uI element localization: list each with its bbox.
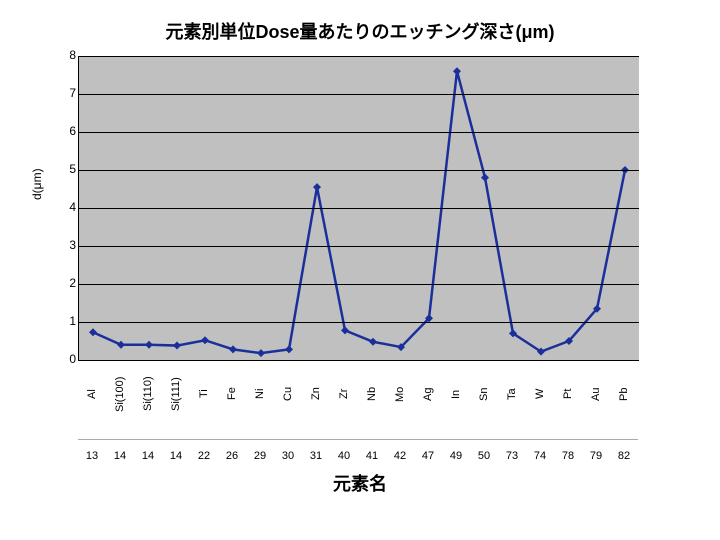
x-tick-number: 49 bbox=[442, 439, 470, 462]
x-tick-number: 22 bbox=[190, 439, 218, 462]
x-tick-number: 74 bbox=[526, 439, 554, 462]
data-marker bbox=[117, 341, 125, 349]
gridline bbox=[79, 322, 639, 323]
gridline bbox=[79, 284, 639, 285]
x-tick-number: 14 bbox=[134, 439, 162, 462]
x-category: Pt 78 bbox=[554, 364, 582, 462]
y-tick-label: 3 bbox=[36, 238, 76, 252]
x-tick-number: 14 bbox=[106, 439, 134, 462]
y-tick-label: 8 bbox=[36, 48, 76, 62]
x-tick-label: Pt bbox=[562, 364, 574, 424]
data-marker bbox=[89, 328, 97, 336]
x-tick-number: 29 bbox=[246, 439, 274, 462]
x-tick-label: Ag bbox=[422, 364, 434, 424]
x-tick-label: Si(111) bbox=[170, 364, 182, 424]
data-marker bbox=[481, 174, 489, 182]
data-marker bbox=[453, 67, 461, 75]
data-marker bbox=[341, 326, 349, 334]
x-category: Ta 73 bbox=[498, 364, 526, 462]
x-tick-label: Ni bbox=[254, 364, 266, 424]
x-category: Ti 22 bbox=[190, 364, 218, 462]
x-category: Ni 29 bbox=[246, 364, 274, 462]
x-category: Si(100) 14 bbox=[106, 364, 134, 462]
plot-area bbox=[78, 56, 639, 361]
x-category: Au 79 bbox=[582, 364, 610, 462]
y-tick-label: 2 bbox=[36, 276, 76, 290]
x-tick-label: Pb bbox=[618, 364, 630, 424]
x-tick-number: 47 bbox=[414, 439, 442, 462]
gridline bbox=[79, 56, 639, 57]
x-tick-label: Si(110) bbox=[142, 364, 154, 424]
x-tick-number: 78 bbox=[554, 439, 582, 462]
x-tick-number: 79 bbox=[582, 439, 610, 462]
data-marker bbox=[173, 342, 181, 350]
gridline bbox=[79, 246, 639, 247]
x-tick-label: Ti bbox=[198, 364, 210, 424]
x-tick-number: 40 bbox=[330, 439, 358, 462]
x-tick-number: 14 bbox=[162, 439, 190, 462]
data-marker bbox=[369, 338, 377, 346]
x-axis-label: 元素名 bbox=[0, 470, 720, 496]
x-category: Al 13 bbox=[78, 364, 106, 462]
x-tick-label: Mo bbox=[394, 364, 406, 424]
x-tick-label: In bbox=[450, 364, 462, 424]
x-tick-label: Fe bbox=[226, 364, 238, 424]
y-tick-label: 0 bbox=[36, 352, 76, 366]
x-tick-number: 31 bbox=[302, 439, 330, 462]
x-tick-number: 42 bbox=[386, 439, 414, 462]
x-tick-number: 26 bbox=[218, 439, 246, 462]
x-tick-label: Zn bbox=[310, 364, 322, 424]
x-tick-number: 73 bbox=[498, 439, 526, 462]
x-tick-label: Si(100) bbox=[114, 364, 126, 424]
data-marker bbox=[285, 345, 293, 353]
x-tick-label: Zr bbox=[338, 364, 350, 424]
x-category: Fe 26 bbox=[218, 364, 246, 462]
x-tick-label: Al bbox=[86, 364, 98, 424]
gridline bbox=[79, 170, 639, 171]
x-category: Mo 42 bbox=[386, 364, 414, 462]
x-tick-label: Cu bbox=[282, 364, 294, 424]
x-category: Zn 31 bbox=[302, 364, 330, 462]
y-tick-label: 7 bbox=[36, 86, 76, 100]
x-tick-label: Sn bbox=[478, 364, 490, 424]
data-marker bbox=[257, 349, 265, 357]
data-marker bbox=[313, 183, 321, 191]
data-marker bbox=[201, 336, 209, 344]
x-tick-label: Ta bbox=[506, 364, 518, 424]
x-tick-number: 41 bbox=[358, 439, 386, 462]
x-category: Nb 41 bbox=[358, 364, 386, 462]
x-category: In 49 bbox=[442, 364, 470, 462]
x-tick-number: 13 bbox=[78, 439, 106, 462]
x-category: Zr 40 bbox=[330, 364, 358, 462]
gridline bbox=[79, 94, 639, 95]
gridline bbox=[79, 208, 639, 209]
data-marker bbox=[145, 341, 153, 349]
x-tick-label: Nb bbox=[366, 364, 378, 424]
y-tick-label: 5 bbox=[36, 162, 76, 176]
data-marker bbox=[229, 345, 237, 353]
y-tick-label: 6 bbox=[36, 124, 76, 138]
y-tick-label: 4 bbox=[36, 200, 76, 214]
x-tick-number: 30 bbox=[274, 439, 302, 462]
x-category: Pb 82 bbox=[610, 364, 638, 462]
y-tick-label: 1 bbox=[36, 314, 76, 328]
x-category: Cu 30 bbox=[274, 364, 302, 462]
x-tick-label: Au bbox=[590, 364, 602, 424]
x-tick-number: 82 bbox=[610, 439, 638, 462]
x-category: Si(111) 14 bbox=[162, 364, 190, 462]
x-tick-number: 50 bbox=[470, 439, 498, 462]
x-tick-label: W bbox=[534, 364, 546, 424]
x-category: Sn 50 bbox=[470, 364, 498, 462]
x-category: W 74 bbox=[526, 364, 554, 462]
x-category: Si(110) 14 bbox=[134, 364, 162, 462]
x-category: Ag 47 bbox=[414, 364, 442, 462]
chart-title: 元素別単位Dose量あたりのエッチング深さ(μm) bbox=[0, 18, 720, 44]
gridline bbox=[79, 132, 639, 133]
